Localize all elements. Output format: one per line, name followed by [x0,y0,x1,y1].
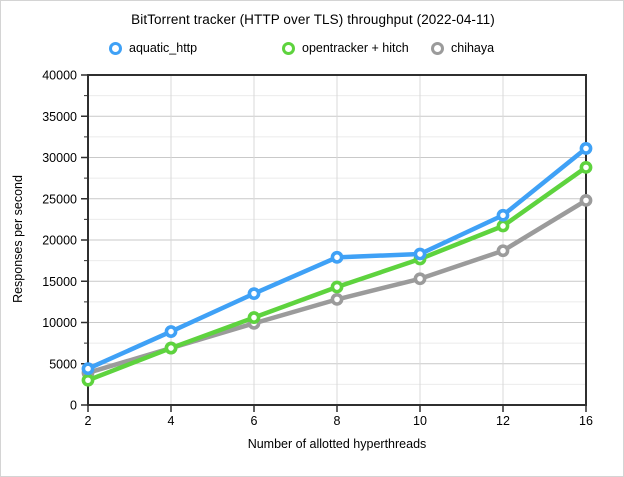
legend-item-opentracker-hitch: opentracker + hitch [282,41,409,55]
y-tick-label: 20000 [42,234,77,248]
x-tick-label: 4 [168,414,175,428]
data-point-aquatic_http [247,287,261,301]
x-tick-label: 12 [496,414,510,428]
y-tick-label: 10000 [42,316,77,330]
data-point-opentracker-hitch [81,373,95,387]
data-point-opentracker-hitch [579,160,593,174]
data-point-opentracker-hitch [330,280,344,294]
data-point-opentracker-hitch [247,311,261,324]
legend-item-aquatic-http: aquatic_http [109,41,197,55]
data-point-aquatic_http [164,325,178,338]
data-point-chihaya [330,292,344,306]
y-tick-label: 30000 [42,151,77,165]
legend-label: chihaya [451,41,495,55]
x-tick-label: 16 [579,414,593,428]
data-point-aquatic_http [413,247,427,261]
plot-frame [87,74,587,406]
chart-title: BitTorrent tracker (HTTP over TLS) throu… [131,12,495,27]
data-point-aquatic_http [496,208,510,222]
y-tick-label: 25000 [42,192,77,206]
legend-label: aquatic_http [129,41,198,55]
x-tick-label: 8 [334,414,341,428]
data-point-aquatic_http [81,362,95,376]
legend-marker-opentracker-hitch-icon [282,41,295,55]
data-point-aquatic_http [330,250,344,264]
legend-marker-chihaya-icon [431,41,444,55]
y-tick-label: 5000 [49,357,77,371]
data-point-chihaya [496,244,510,258]
data-point-chihaya [579,193,593,207]
data-point-chihaya [413,272,427,286]
x-tick-label: 2 [85,414,92,428]
legend-label: opentracker + hitch [302,41,409,55]
x-tick-label: 10 [413,414,427,428]
data-point-opentracker-hitch [496,219,510,233]
y-tick-label: 15000 [42,275,77,289]
x-tick-label: 6 [251,414,258,428]
y-tick-label: 35000 [42,110,77,124]
data-point-opentracker-hitch [164,341,178,355]
legend-item-chihaya: chihaya [431,41,494,55]
legend-marker-aquatic-http-icon [109,41,122,55]
x-axis-title: Number of allotted hyperthreads [247,437,427,451]
data-point-aquatic_http [579,142,593,155]
y-tick-label: 40000 [42,69,77,83]
y-tick-label: 0 [70,399,77,413]
